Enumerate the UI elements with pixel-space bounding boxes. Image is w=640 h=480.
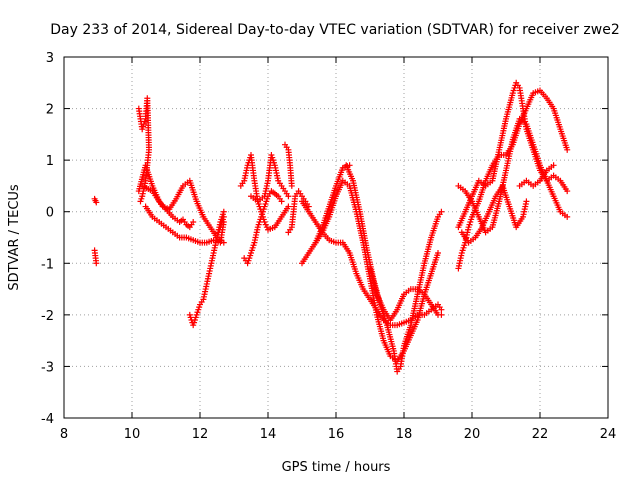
data-point bbox=[305, 203, 312, 210]
data-point bbox=[564, 213, 571, 220]
y-tick-label: -4 bbox=[41, 412, 54, 427]
data-point bbox=[523, 198, 530, 205]
x-tick-label: 22 bbox=[532, 427, 549, 442]
y-axis-label: SDTVAR / TECUs bbox=[7, 184, 22, 291]
y-tick-label: 2 bbox=[46, 103, 54, 118]
chart-title: Day 233 of 2014, Sidereal Day-to-day VTE… bbox=[50, 22, 620, 38]
x-axis-label: GPS time / hours bbox=[282, 460, 391, 475]
x-tick-label: 20 bbox=[464, 427, 481, 442]
y-tick-label: -3 bbox=[41, 360, 54, 375]
x-tick-label: 18 bbox=[396, 427, 413, 442]
data-point bbox=[564, 188, 571, 195]
x-tick-label: 24 bbox=[600, 427, 617, 442]
x-tick-label: 14 bbox=[260, 427, 277, 442]
gridlines bbox=[64, 57, 608, 418]
y-tick-label: 1 bbox=[46, 154, 54, 169]
data-point bbox=[93, 199, 100, 206]
data-point bbox=[220, 208, 227, 215]
data-point bbox=[278, 198, 285, 205]
y-tick-label: -2 bbox=[41, 309, 54, 324]
x-tick-label: 8 bbox=[60, 427, 68, 442]
x-tick-labels: 8 10 12 14 16 18 20 22 24 bbox=[60, 427, 616, 442]
data-point bbox=[285, 193, 292, 200]
data-point bbox=[137, 198, 144, 205]
data-point bbox=[564, 146, 571, 153]
y-tick-label: 0 bbox=[46, 206, 54, 221]
data-point bbox=[550, 162, 557, 169]
data-point bbox=[190, 219, 197, 226]
data-point bbox=[438, 208, 445, 215]
y-tick-label: 3 bbox=[46, 51, 54, 66]
data-points bbox=[91, 79, 571, 375]
data-point bbox=[438, 311, 445, 318]
data-point bbox=[214, 234, 220, 241]
y-tick-labels: -4 -3 -2 -1 0 1 2 3 bbox=[41, 51, 54, 427]
data-point bbox=[93, 260, 100, 267]
data-point bbox=[438, 306, 445, 313]
x-tick-label: 10 bbox=[124, 427, 141, 442]
data-point bbox=[435, 249, 441, 256]
axis-ticks bbox=[63, 56, 609, 419]
data-point bbox=[285, 203, 292, 210]
y-tick-label: -1 bbox=[41, 257, 54, 272]
x-tick-label: 16 bbox=[328, 427, 345, 442]
x-tick-label: 12 bbox=[192, 427, 209, 442]
data-point bbox=[288, 182, 295, 189]
